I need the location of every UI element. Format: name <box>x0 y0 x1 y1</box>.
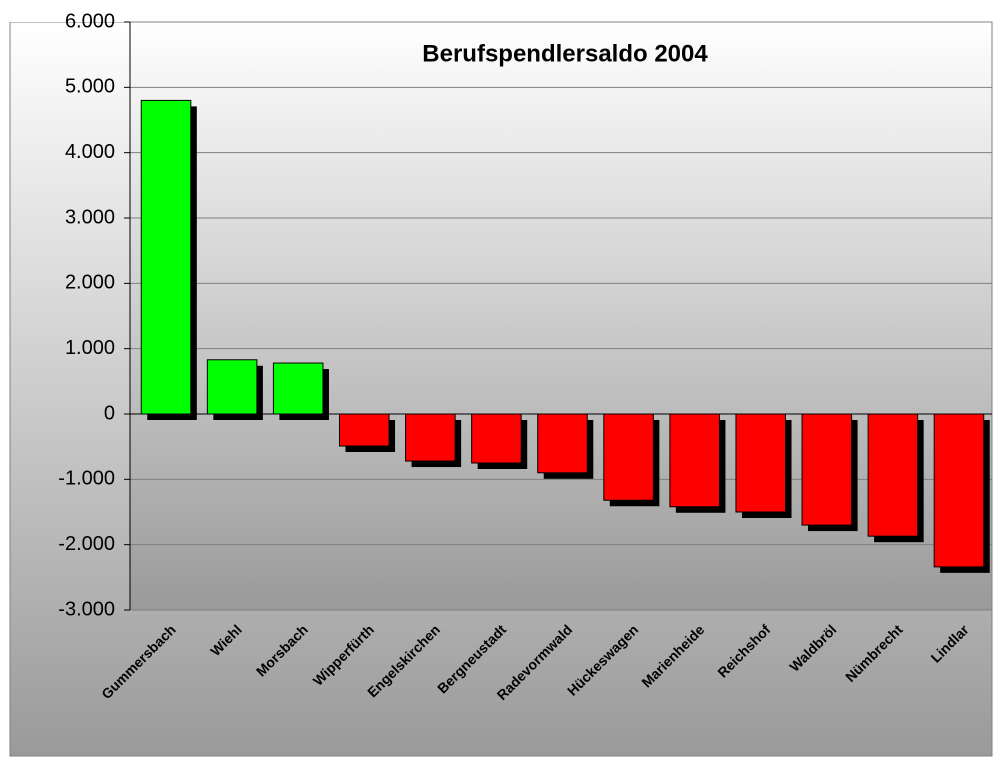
bar <box>867 413 919 537</box>
bar <box>801 413 853 526</box>
y-tick-label: -3.000 <box>58 598 115 620</box>
y-tick-label: 2.000 <box>65 272 115 294</box>
top-margin <box>0 0 1006 22</box>
bar <box>140 99 192 415</box>
y-tick-label: 4.000 <box>65 141 115 163</box>
y-tick-label: 6.000 <box>65 10 115 32</box>
bar <box>537 413 588 474</box>
y-tick-label: 1.000 <box>65 337 115 359</box>
bar <box>338 413 390 447</box>
chart-title: Berufspendlersaldo 2004 <box>422 40 708 67</box>
y-tick-label: 5.000 <box>65 76 115 98</box>
y-tick-label: 3.000 <box>65 206 115 228</box>
bar <box>933 413 985 568</box>
plot-area <box>129 21 993 611</box>
bar <box>735 413 787 513</box>
bar <box>405 413 456 462</box>
y-tick-label: 0 <box>104 402 115 424</box>
bar <box>603 413 654 501</box>
bar <box>669 413 720 508</box>
bar <box>206 359 258 415</box>
y-tick-label: -2.000 <box>58 533 115 555</box>
bar <box>272 362 324 415</box>
bar <box>471 413 522 464</box>
y-tick-label: -1.000 <box>58 468 115 490</box>
